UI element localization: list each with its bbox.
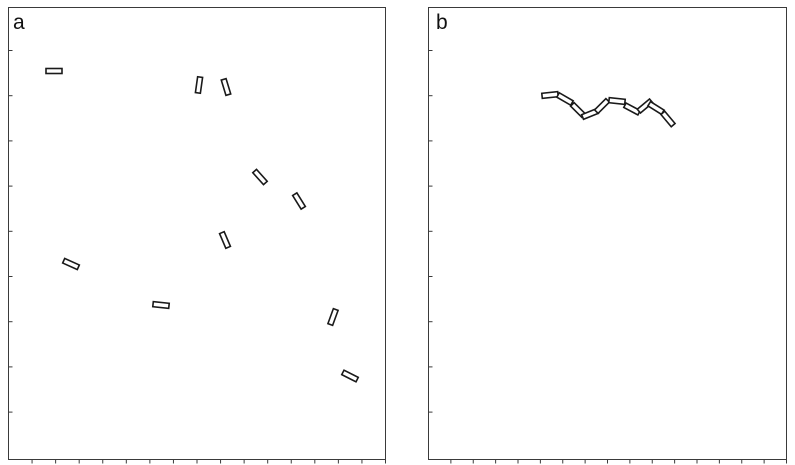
panel-a-rod bbox=[340, 369, 360, 383]
panel-a-ticks bbox=[8, 50, 386, 464]
panel-a-rod bbox=[151, 300, 171, 310]
panel-b-rod bbox=[622, 101, 642, 117]
panel-a-rod bbox=[45, 67, 63, 75]
panel-a-label: a bbox=[13, 11, 25, 34]
panel-b-rods bbox=[540, 90, 677, 128]
panel-a: a bbox=[8, 7, 386, 464]
panel-a-rod bbox=[326, 307, 340, 327]
panel-a-rods bbox=[45, 67, 360, 383]
panel-b-rod bbox=[646, 100, 666, 116]
panel-a-rod bbox=[194, 75, 204, 95]
panel-a-rod bbox=[251, 168, 269, 186]
panel-b-rod bbox=[636, 97, 654, 115]
panel-b-rod bbox=[607, 96, 627, 106]
panel-b-label: b bbox=[436, 11, 448, 34]
panel-b: b bbox=[428, 7, 787, 464]
panel-a-rod bbox=[61, 257, 81, 271]
panel-a-rod bbox=[291, 191, 307, 211]
panel-a-rod bbox=[220, 77, 232, 97]
panel-b-rod bbox=[659, 110, 677, 128]
panel-b-frame bbox=[428, 7, 787, 460]
panel-b-rod bbox=[555, 91, 575, 107]
panel-b-rod bbox=[593, 97, 611, 115]
panel-a-frame bbox=[8, 7, 386, 460]
panel-a-rod bbox=[218, 230, 232, 250]
panel-b-rod bbox=[540, 90, 560, 100]
panel-b-ticks bbox=[428, 50, 787, 464]
